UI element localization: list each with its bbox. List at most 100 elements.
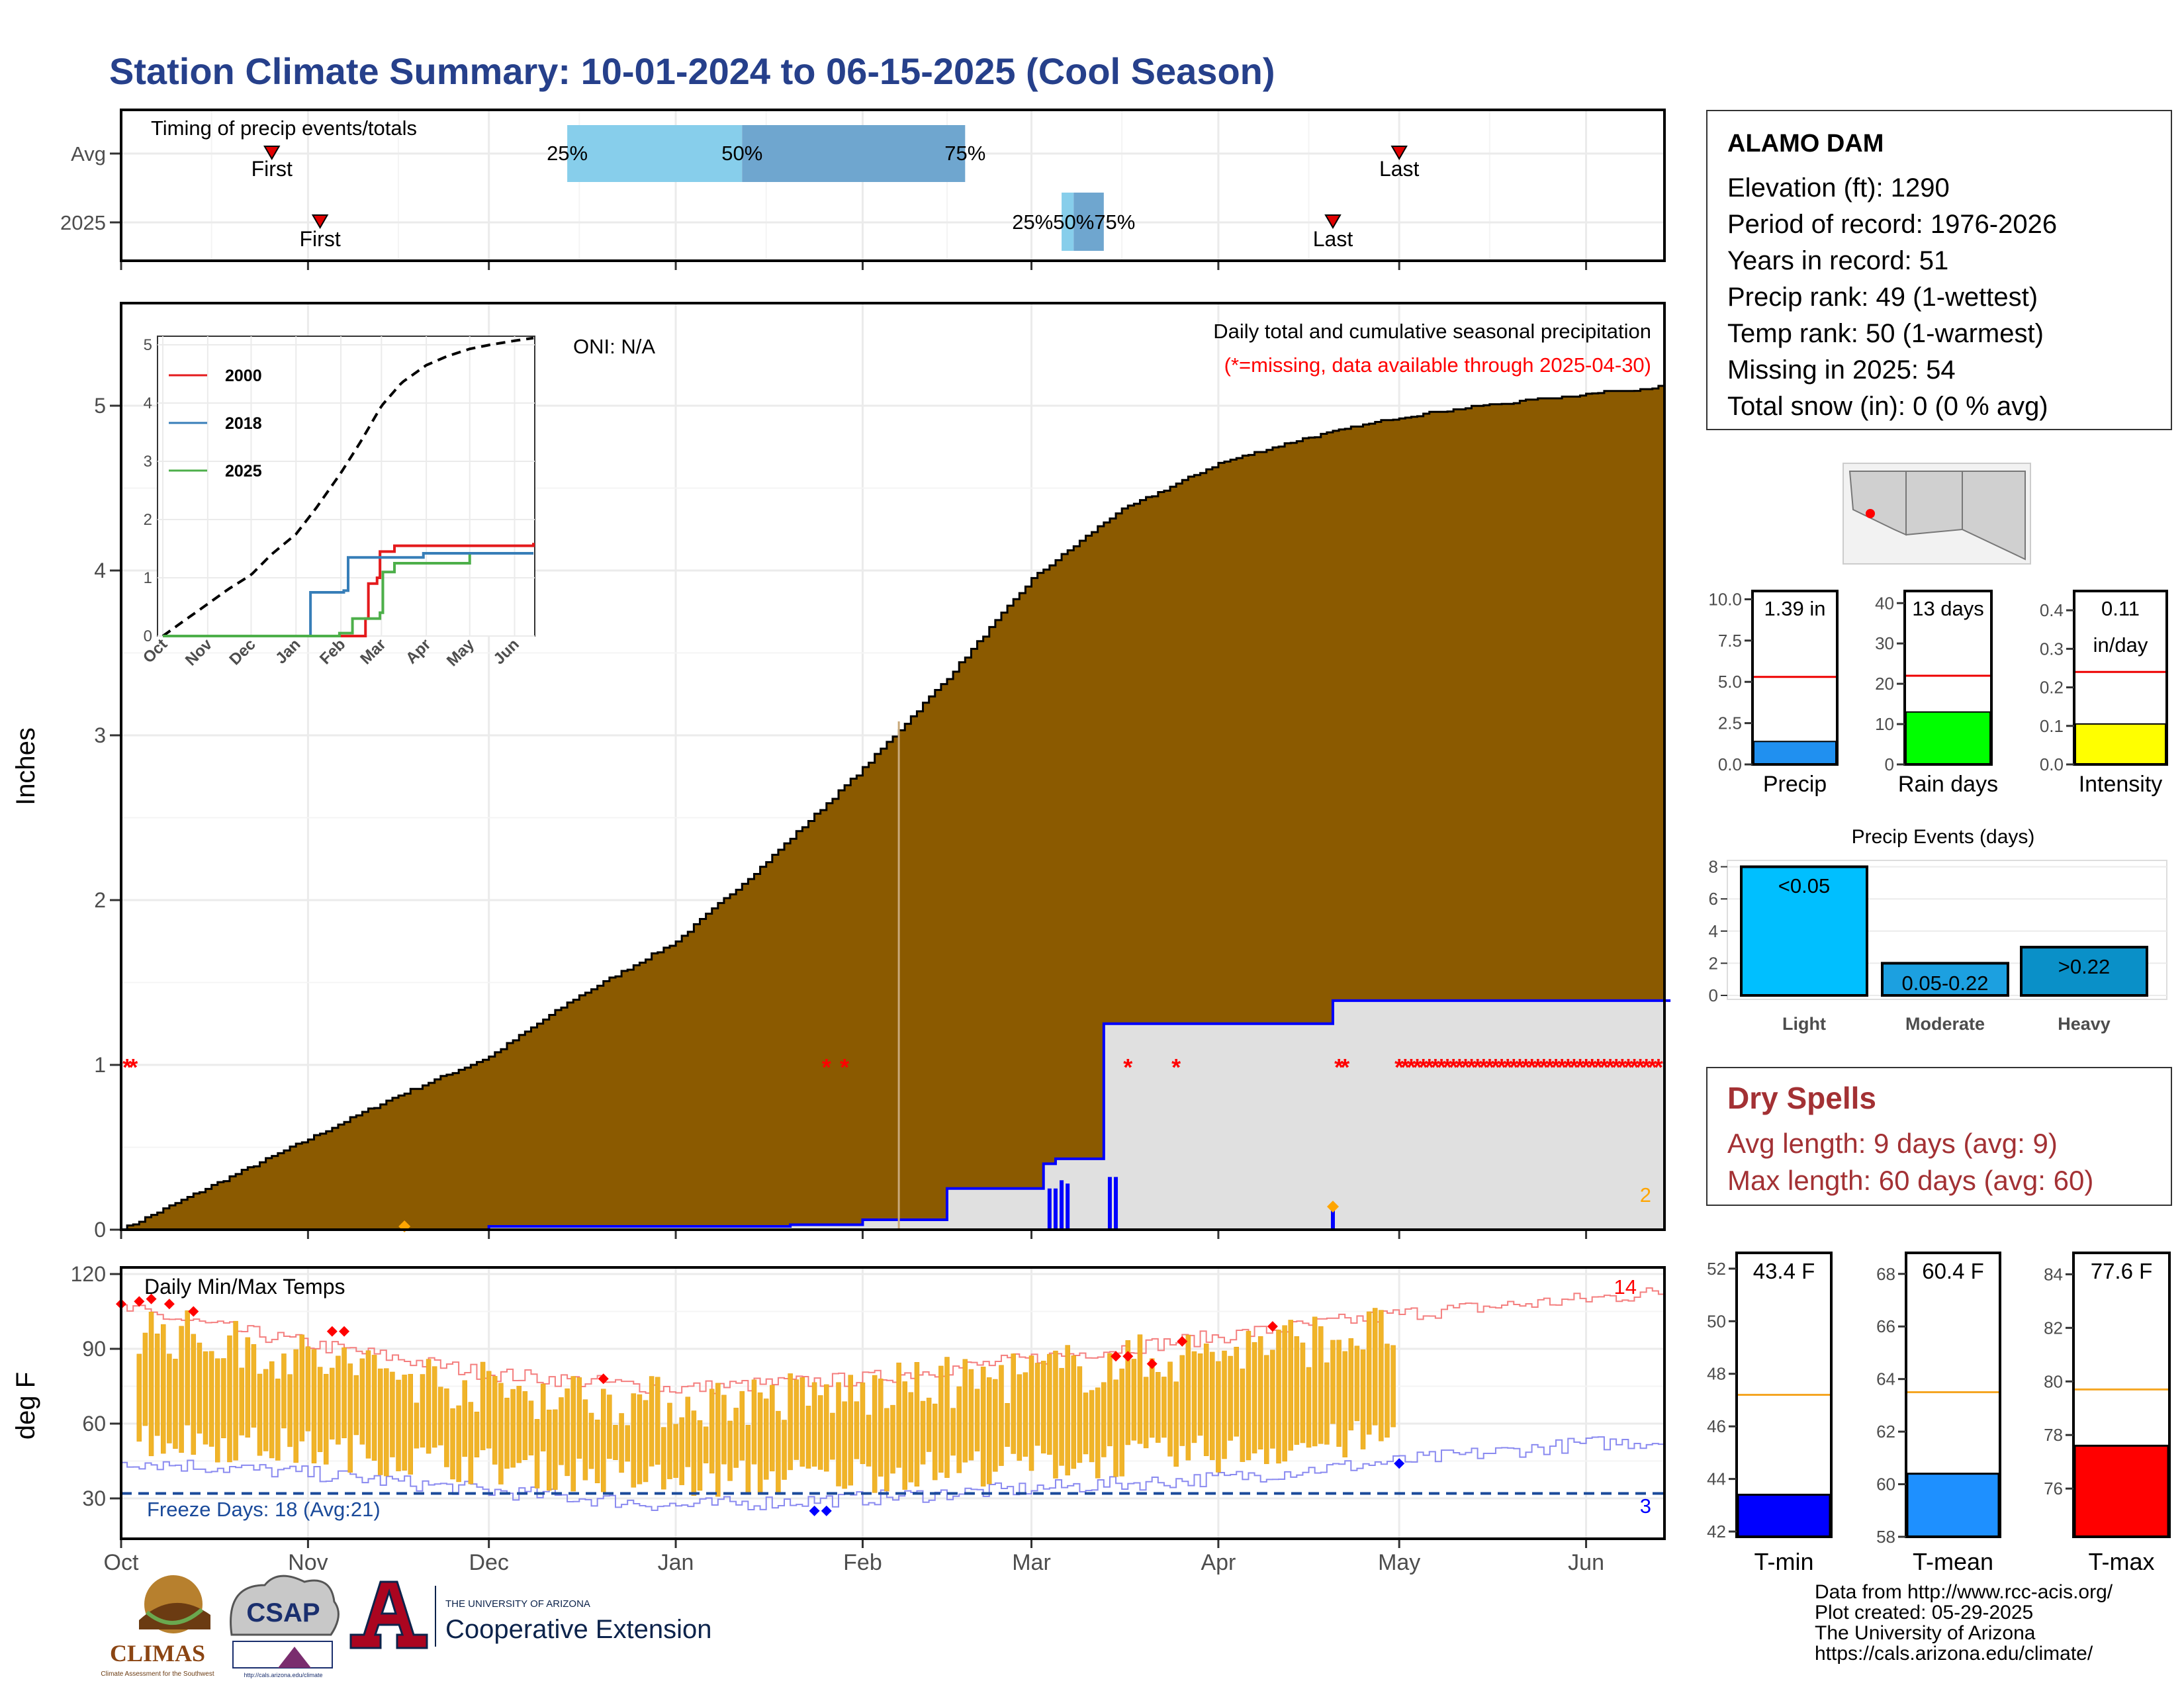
- daily-temp-bar: [1071, 1355, 1077, 1469]
- daily-temp-bar: [1216, 1361, 1221, 1473]
- temp-bar-ytick-label: 64: [1876, 1369, 1895, 1389]
- precip-event-bar-label-Light: <0.05: [1778, 874, 1830, 897]
- precip-event-bar-label-Heavy: >0.22: [2058, 955, 2110, 978]
- daily-temp-bar: [576, 1377, 582, 1459]
- missing-day-marker: *: [1419, 1054, 1428, 1081]
- csap-logo-mountain: [278, 1647, 311, 1668]
- temp-bar-category-0: T-min: [1754, 1548, 1814, 1575]
- daily-temp-bar: [607, 1394, 612, 1459]
- daily-temp-bar: [890, 1404, 895, 1474]
- missing-day-marker: *: [1551, 1054, 1561, 1081]
- daily-temp-bar: [1373, 1308, 1378, 1426]
- mini-bar-ytick-label: 2.5: [1718, 713, 1742, 733]
- temp-record-marker: [1146, 1358, 1158, 1369]
- precip-events-ytick-label: 8: [1709, 857, 1718, 877]
- daily-temp-bar: [516, 1385, 522, 1463]
- missing-day-marker: *: [1527, 1054, 1537, 1081]
- tmax-count-label: 14: [1614, 1275, 1637, 1299]
- daily-temp-bar: [408, 1373, 413, 1475]
- daily-temp-bar: [136, 1353, 142, 1442]
- daily-temp-bar: [751, 1379, 757, 1465]
- climas-logo-swoosh: [146, 1608, 203, 1625]
- missing-day-marker: *: [1569, 1054, 1578, 1081]
- daily-temp-bar: [956, 1386, 962, 1473]
- credit-university: The University of Arizona: [1815, 1622, 2036, 1644]
- missing-day-marker: *: [1437, 1054, 1446, 1081]
- current-cumulative-area: [121, 1000, 1671, 1230]
- university-of-arizona-logo: [349, 1580, 428, 1649]
- daily-temp-bar: [396, 1379, 401, 1471]
- mini-bar-value-label2-2: in/day: [2093, 633, 2148, 657]
- daily-temp-bar: [974, 1389, 980, 1451]
- avg-tmin-line: [121, 1436, 1665, 1512]
- mini-bar-ytick-label: 5.0: [1718, 672, 1742, 692]
- missing-day-marker: *: [1636, 1054, 1645, 1081]
- missing-day-marker: *: [1509, 1054, 1518, 1081]
- daily-temp-bar: [1179, 1355, 1185, 1446]
- temp-ytick-label: 60: [82, 1412, 106, 1436]
- mini-bar-ytick-label: 0.0: [1718, 754, 1742, 774]
- credits: Data from http://www.rcc-acis.org/ Plot …: [1815, 1582, 2113, 1664]
- daily-temp-bar: [878, 1379, 884, 1477]
- precip-ytick-label: 3: [94, 723, 106, 747]
- daily-temp-bar: [1379, 1310, 1384, 1441]
- daily-temp-bar: [944, 1357, 950, 1478]
- daily-temp-bar: [1234, 1346, 1239, 1437]
- station-period: Period of record: 1976-2026: [1727, 210, 2058, 239]
- daily-temp-bar: [353, 1375, 359, 1436]
- daily-temp-bar: [721, 1394, 727, 1465]
- daily-temp-bar: [522, 1391, 528, 1461]
- daily-temp-bar: [1191, 1351, 1197, 1443]
- missing-day-marker: *: [1629, 1054, 1639, 1081]
- temp-bar-ytick-label: 68: [1876, 1264, 1895, 1284]
- timing-panel-border: [120, 109, 1666, 262]
- daily-precip-bar: [1060, 1180, 1064, 1230]
- daily-temp-bar: [679, 1417, 684, 1485]
- daily-temp-bar: [553, 1409, 558, 1490]
- temp-record-marker: [163, 1299, 175, 1310]
- station-snow: Total snow (in): 0 (0 % avg): [1727, 392, 2048, 421]
- y2025-quartile-label: 25%50%75%: [1012, 210, 1135, 234]
- daily-temp-bar: [817, 1395, 823, 1470]
- avg-first-marker: [263, 146, 281, 160]
- daily-temp-bar: [1294, 1336, 1300, 1445]
- daily-temp-bar: [299, 1334, 305, 1441]
- precip-events-ytick-label: 2: [1709, 953, 1718, 973]
- temp-bar-ytick-label: 46: [1707, 1416, 1726, 1436]
- precip-ytick-label: 1: [94, 1053, 106, 1077]
- missing-day-marker: *: [122, 1054, 132, 1081]
- daily-precip-bar: [1066, 1183, 1070, 1230]
- daily-temp-bar: [1228, 1355, 1233, 1441]
- temp-record-marker: [146, 1293, 157, 1304]
- daily-temp-bar: [1011, 1353, 1016, 1454]
- daily-temp-bar: [1131, 1359, 1137, 1441]
- daily-temp-bar: [884, 1408, 889, 1492]
- missing-day-marker: *: [1491, 1054, 1500, 1081]
- daily-temp-bar: [1257, 1336, 1263, 1449]
- missing-day-marker: *: [1431, 1054, 1440, 1081]
- y2025-last-label: Last: [1313, 227, 1353, 251]
- precip-count-label: 2: [1640, 1183, 1651, 1207]
- daily-temp-bar: [1083, 1393, 1089, 1455]
- daily-temp-bar: [420, 1374, 426, 1448]
- daily-temp-bar: [179, 1326, 184, 1453]
- missing-day-marker: *: [1654, 1054, 1663, 1081]
- station-missing: Missing in 2025: 54: [1727, 355, 1956, 385]
- precip-events-ytick-label: 4: [1709, 921, 1718, 941]
- mini-bar-ytick-label: 0.1: [2040, 716, 2064, 736]
- daily-temp-bar: [311, 1349, 317, 1464]
- mini-bar-value-label-1: 13 days: [1912, 597, 1984, 620]
- daily-temp-bar: [661, 1427, 666, 1490]
- daily-temp-bar: [1156, 1372, 1161, 1443]
- mini-bar-category-0: Precip: [1763, 772, 1827, 797]
- daily-temp-bar: [1040, 1361, 1046, 1454]
- precip-ytick-label: 0: [94, 1218, 106, 1242]
- avg-last-label: Last: [1379, 157, 1420, 181]
- temp-record-marker: [326, 1326, 338, 1337]
- missing-day-marker: *: [1533, 1054, 1543, 1081]
- daily-temp-bar: [842, 1401, 847, 1489]
- missing-day-marker: *: [1594, 1054, 1603, 1081]
- daily-temp-bar: [1065, 1345, 1070, 1476]
- avg-cumulative-area: [121, 385, 1666, 1231]
- temp-bar-ytick-label: 62: [1876, 1422, 1895, 1441]
